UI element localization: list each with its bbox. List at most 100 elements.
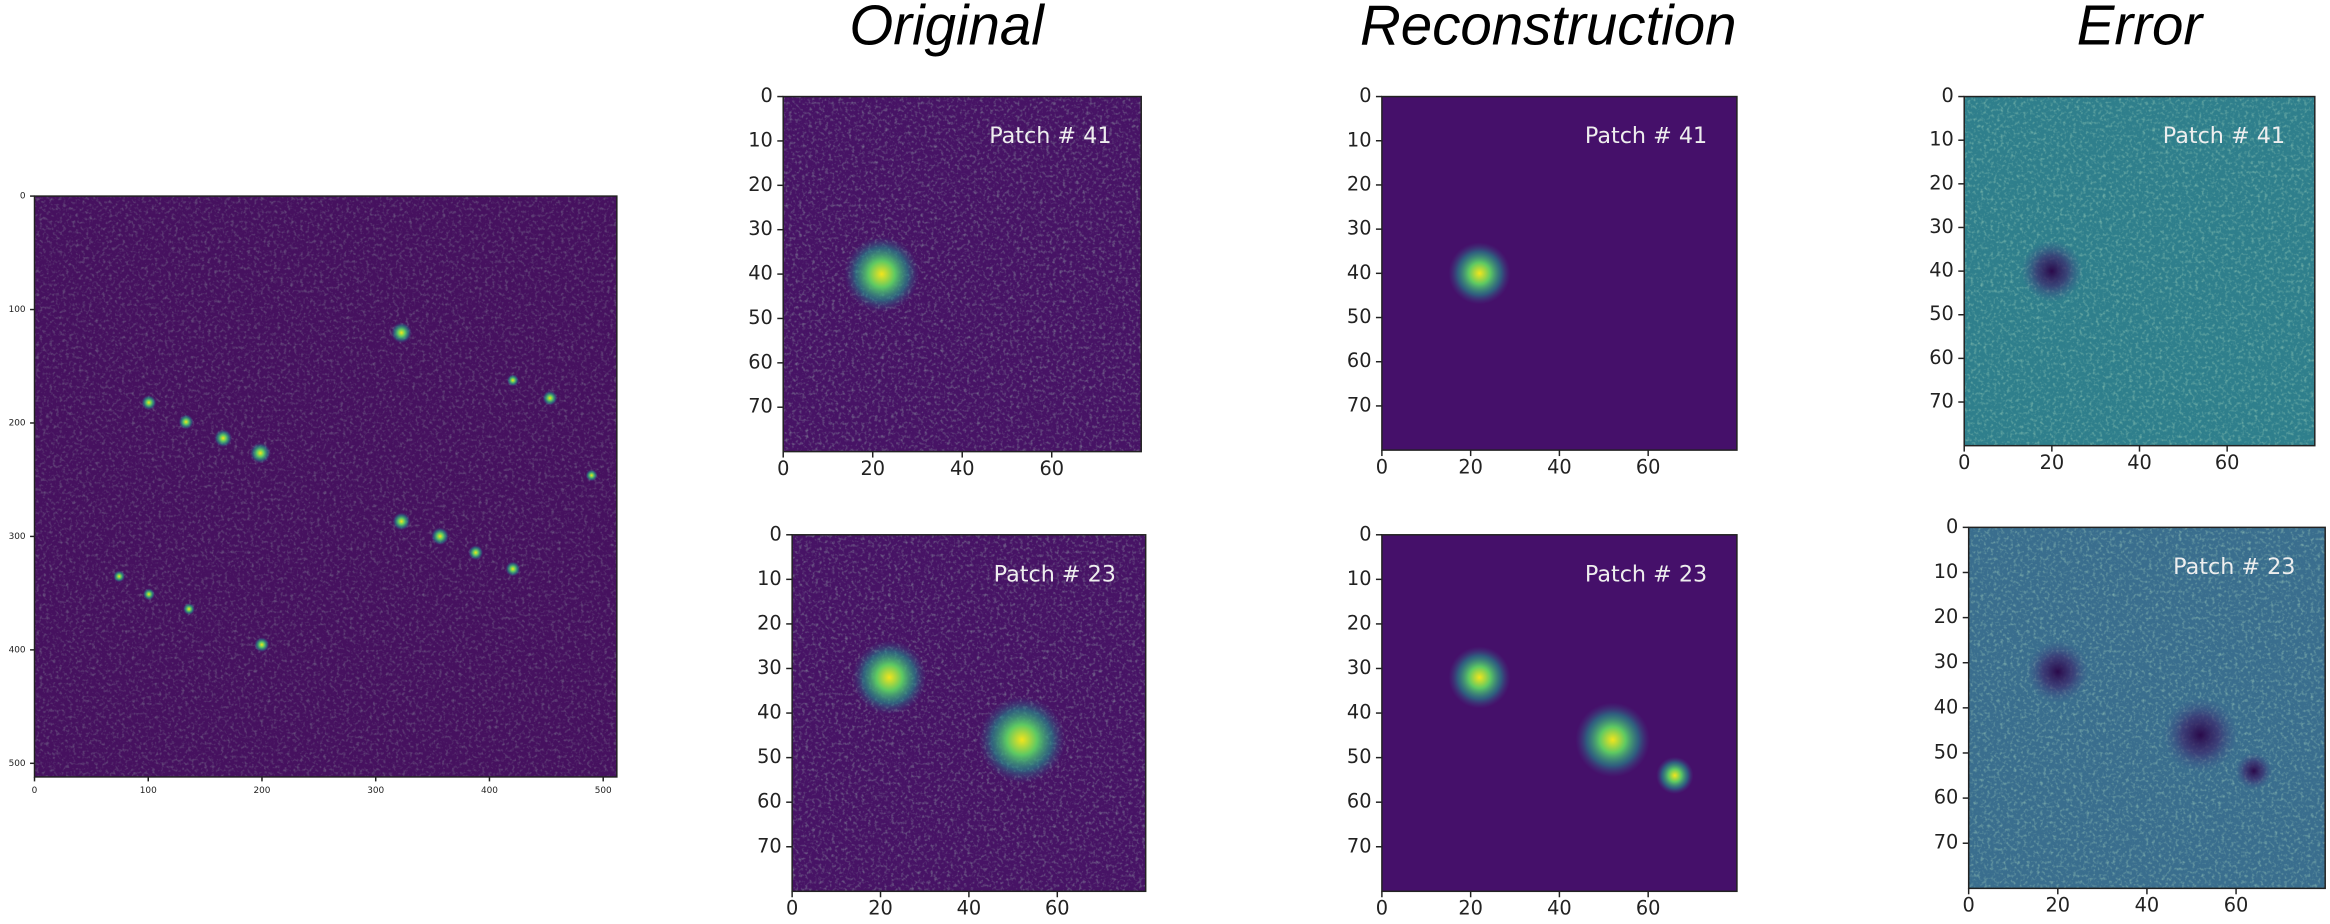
y-tick-label: 30 (757, 656, 782, 679)
patch-label: Patch # 23 (1585, 561, 1707, 587)
y-tick-label: 500 (9, 759, 26, 769)
y-tick-label: 30 (1347, 656, 1372, 679)
x-tick-label: 60 (1636, 455, 1661, 478)
y-tick-label: 20 (748, 173, 773, 196)
y-tick-label: 60 (757, 790, 782, 813)
y-tick-label: 30 (748, 217, 773, 240)
x-tick-label: 60 (1636, 897, 1661, 920)
image-spot (391, 322, 412, 343)
y-tick-label: 10 (748, 128, 773, 151)
x-tick-label: 40 (1547, 455, 1572, 478)
x-tick-label: 40 (957, 897, 982, 920)
x-tick-label: 20 (2046, 894, 2071, 917)
image-spot (214, 429, 232, 447)
y-tick-label: 60 (748, 350, 773, 373)
image-spot (179, 414, 194, 429)
y-tick-label: 50 (1347, 745, 1372, 768)
image-spot (143, 588, 155, 600)
image-spot (431, 527, 449, 545)
y-tick-label: 20 (757, 611, 782, 634)
image-spot (543, 391, 558, 406)
x-tick-label: 60 (1039, 457, 1064, 480)
y-tick-label: 40 (1929, 259, 1954, 282)
y-tick-label: 100 (9, 305, 26, 315)
y-tick-label: 0 (1359, 522, 1371, 545)
x-tick-label: 60 (2224, 894, 2249, 917)
y-tick-label: 40 (1347, 701, 1372, 724)
x-tick-label: 40 (2127, 451, 2152, 474)
x-tick-label: 20 (860, 457, 885, 480)
y-tick-label: 300 (9, 532, 26, 542)
x-tick-label: 0 (1963, 894, 1975, 917)
image-spot (852, 640, 926, 714)
y-tick-label: 10 (1929, 128, 1954, 151)
y-tick-label: 10 (1934, 560, 1959, 583)
x-tick-label: 0 (1376, 455, 1388, 478)
patch-label: Patch # 23 (2173, 554, 2295, 580)
x-tick-label: 40 (2135, 894, 2160, 917)
y-tick-label: 30 (1934, 650, 1959, 673)
y-tick-label: 60 (1347, 790, 1372, 813)
image-spot (586, 469, 598, 481)
y-tick-label: 20 (1347, 172, 1372, 195)
page: {"column_titles": ["Original", "Reconstr… (0, 0, 2330, 924)
y-tick-label: 20 (1934, 605, 1959, 628)
image-spot (141, 395, 156, 410)
x-tick-label: 300 (367, 786, 384, 796)
y-tick-label: 60 (1347, 349, 1372, 372)
y-tick-label: 50 (1934, 740, 1959, 763)
y-tick-label: 40 (748, 262, 773, 285)
y-tick-label: 20 (1347, 611, 1372, 634)
image-spot (1656, 757, 1693, 794)
y-tick-label: 60 (1929, 346, 1954, 369)
y-tick-label: 40 (1934, 695, 1959, 718)
figure: Original Reconstruction Error 0100200300… (0, 0, 2330, 924)
y-tick-label: 0 (769, 522, 781, 545)
x-tick-label: 60 (1045, 897, 1070, 920)
x-tick-label: 40 (950, 457, 975, 480)
y-tick-label: 200 (9, 418, 26, 428)
column-title: Error (2077, 0, 2205, 57)
x-tick-label: 0 (32, 786, 38, 796)
y-tick-label: 400 (9, 645, 26, 655)
image-spot (1448, 242, 1510, 304)
image-spot (183, 603, 195, 615)
y-tick-label: 40 (1347, 261, 1372, 284)
x-tick-label: 0 (786, 897, 798, 920)
x-tick-label: 20 (2040, 451, 2065, 474)
image-spot (113, 570, 125, 582)
y-tick-label: 70 (1347, 393, 1372, 416)
y-tick-label: 10 (1347, 567, 1372, 590)
y-tick-label: 40 (757, 701, 782, 724)
y-tick-label: 0 (20, 192, 26, 202)
y-tick-label: 70 (1347, 834, 1372, 857)
image-spot (468, 545, 483, 560)
image-spot (505, 562, 520, 577)
column-title: Reconstruction (1360, 0, 1736, 57)
y-tick-label: 30 (1929, 215, 1954, 238)
image-background (1382, 535, 1737, 892)
x-tick-label: 0 (1958, 451, 1970, 474)
image-spot (393, 513, 411, 531)
y-tick-label: 50 (1347, 305, 1372, 328)
x-tick-label: 20 (1458, 455, 1483, 478)
image-spot (2021, 240, 2082, 301)
x-tick-label: 400 (481, 786, 498, 796)
image-noise (792, 535, 1146, 892)
y-tick-label: 0 (761, 84, 773, 107)
x-tick-label: 0 (1376, 897, 1388, 920)
y-tick-label: 0 (1942, 84, 1954, 107)
image-spot (250, 443, 271, 464)
y-tick-label: 50 (757, 745, 782, 768)
image-noise (1969, 527, 2326, 888)
x-tick-label: 200 (253, 786, 270, 796)
x-tick-label: 0 (777, 457, 789, 480)
x-tick-label: 20 (868, 897, 893, 920)
y-tick-label: 70 (1929, 390, 1954, 413)
patch-label: Patch # 41 (2163, 123, 2285, 149)
x-tick-label: 500 (595, 786, 612, 796)
image-spot (254, 637, 269, 652)
image-spot (2235, 752, 2272, 789)
image-spot (1575, 703, 1650, 778)
y-tick-label: 60 (1934, 786, 1959, 809)
